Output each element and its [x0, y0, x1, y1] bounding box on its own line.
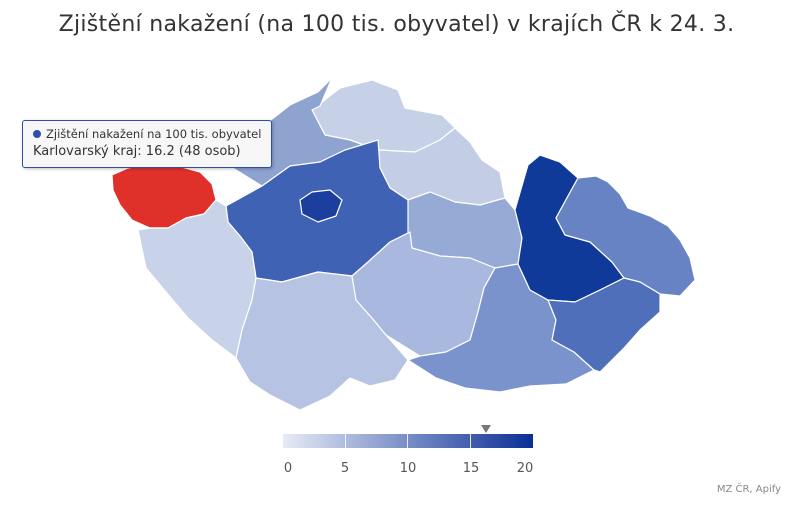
- region-moravskoslezsky[interactable]: [555, 175, 696, 297]
- legend-tick: [407, 434, 408, 448]
- legend-tick: [470, 434, 471, 448]
- legend-label-5: 5: [340, 461, 350, 476]
- color-legend: [283, 434, 533, 448]
- legend-label-0: 0: [283, 461, 293, 476]
- region-plzensky[interactable]: [137, 199, 257, 359]
- tooltip-series: Zjištění nakažení na 100 tis. obyvatel: [46, 127, 262, 141]
- legend-label-15: 15: [462, 461, 480, 476]
- legend-tick: [345, 434, 346, 448]
- region-praha[interactable]: [299, 189, 343, 223]
- region-zlinsky[interactable]: [547, 277, 661, 373]
- map-title: Zjištění nakažení (na 100 tis. obyvatel)…: [58, 12, 735, 37]
- tooltip-value: Karlovarský kraj: 16.2 (48 osob): [33, 144, 241, 159]
- source-credit[interactable]: MZ ČR, Apify: [716, 484, 781, 495]
- legend-marker-icon: [481, 425, 491, 433]
- series-dot-icon: [33, 130, 41, 138]
- legend-label-10: 10: [399, 461, 417, 476]
- legend-label-20: 20: [516, 461, 534, 476]
- map-tooltip: Zjištění nakažení na 100 tis. obyvatel K…: [22, 120, 273, 168]
